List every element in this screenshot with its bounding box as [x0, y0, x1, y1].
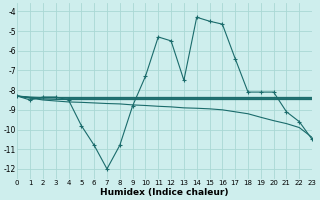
X-axis label: Humidex (Indice chaleur): Humidex (Indice chaleur) — [100, 188, 229, 197]
